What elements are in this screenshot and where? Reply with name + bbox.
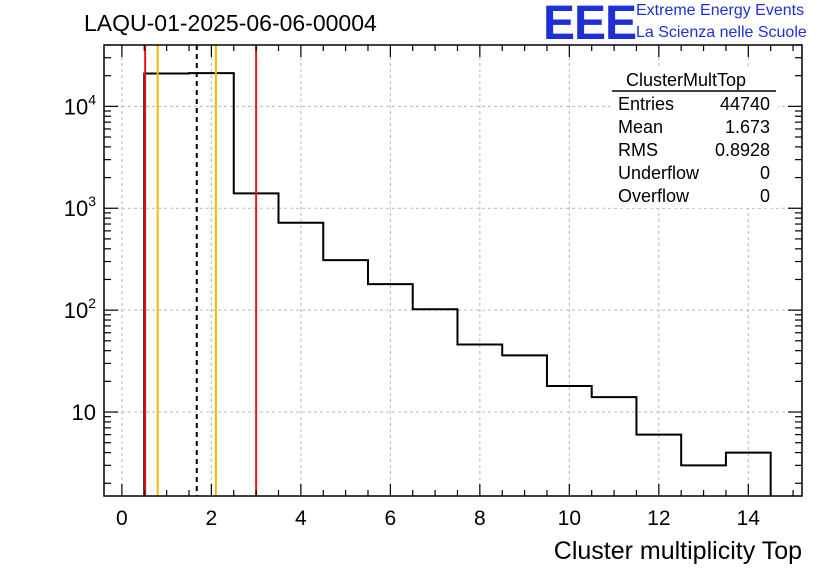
x-tick-label: 8 xyxy=(474,507,486,530)
stats-value: 0.8928 xyxy=(715,140,770,160)
histogram-bin xyxy=(413,309,458,496)
x-tick-label: 2 xyxy=(206,507,218,530)
y-tick-label: 103 xyxy=(64,193,96,221)
histogram-bin xyxy=(502,355,547,496)
stats-box: ClusterMultTop Entries 44740 Mean 1.673 RMS 0… xyxy=(610,68,778,208)
x-tick-label: 6 xyxy=(385,507,397,530)
y-tick-label: 102 xyxy=(64,295,96,323)
chart-title: LAQU-01-2025-06-06-00004 xyxy=(84,10,377,36)
stats-label: Mean xyxy=(618,117,663,137)
y-tick-label: 10 xyxy=(72,400,96,425)
x-tick-label: 0 xyxy=(116,507,128,530)
stats-value: 44740 xyxy=(720,94,770,114)
x-tick-label: 4 xyxy=(295,507,307,530)
x-tick-label: 12 xyxy=(647,507,670,530)
logo-subtitle-line2: La Scienza nelle Scuole xyxy=(636,24,807,41)
stats-label: RMS xyxy=(618,140,658,160)
stats-title: ClusterMultTop xyxy=(626,70,746,90)
histogram-outline xyxy=(143,72,772,496)
marker-lines xyxy=(144,45,258,496)
stats-label: Underflow xyxy=(618,163,700,183)
y-axis: 10 102 103 104 xyxy=(64,44,802,484)
x-axis-label: Cluster multiplicity Top xyxy=(554,537,802,565)
x-axis: 0 2 4 6 8 10 12 14 xyxy=(116,45,794,530)
stats-label: Overflow xyxy=(618,186,690,206)
y-tick-label: 104 xyxy=(64,91,96,119)
x-tick-label: 10 xyxy=(558,507,581,530)
stats-value: 0 xyxy=(760,163,770,183)
histogram-bin xyxy=(323,260,368,496)
stats-value: 0 xyxy=(760,186,770,206)
x-tick-label: 14 xyxy=(737,507,761,530)
plot-frame xyxy=(103,44,803,497)
eee-logo: EEE xyxy=(543,0,637,50)
stats-value: 1.673 xyxy=(725,117,770,137)
stats-label: Entries xyxy=(618,94,674,114)
histogram-bin xyxy=(144,74,189,496)
logo-subtitle-line1: Extreme Energy Events xyxy=(636,2,805,19)
